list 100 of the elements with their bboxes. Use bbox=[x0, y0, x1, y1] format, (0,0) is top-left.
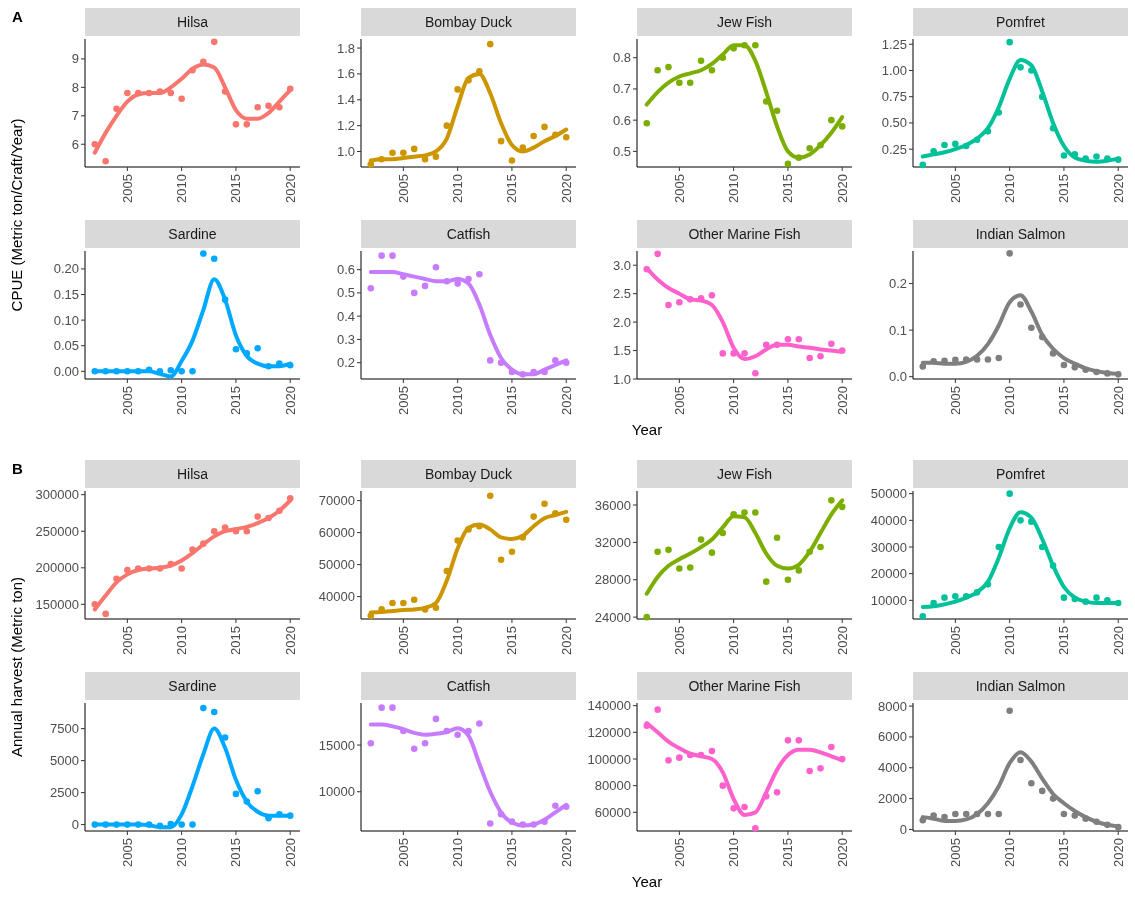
point bbox=[1093, 594, 1100, 601]
point bbox=[530, 513, 537, 520]
point bbox=[443, 122, 451, 129]
y-tick-label: 40000 bbox=[870, 512, 907, 528]
point bbox=[389, 252, 396, 259]
point bbox=[643, 613, 651, 621]
y-tick-label: 0.20 bbox=[53, 261, 79, 277]
point bbox=[1006, 707, 1013, 715]
point bbox=[552, 357, 559, 364]
point bbox=[410, 145, 418, 153]
point bbox=[432, 153, 440, 160]
x-tick-label: 2005 bbox=[947, 838, 963, 867]
y-tick-label: 40000 bbox=[318, 589, 355, 605]
point bbox=[1006, 250, 1013, 257]
point bbox=[508, 548, 516, 556]
y-tick-label: 0.0 bbox=[888, 369, 907, 385]
point bbox=[773, 107, 781, 115]
x-tick-label: 2015 bbox=[228, 626, 244, 655]
point bbox=[806, 767, 813, 775]
point bbox=[730, 805, 737, 812]
line-series bbox=[644, 721, 845, 817]
point bbox=[1071, 812, 1079, 819]
x-tick-label: 2010 bbox=[174, 626, 190, 655]
point bbox=[919, 161, 927, 169]
x-tick-label: 2020 bbox=[1110, 838, 1126, 867]
x-tick-label: 2010 bbox=[726, 386, 742, 415]
y-tick-label: 0.6 bbox=[612, 112, 631, 128]
y-tick-label: 0.50 bbox=[881, 115, 907, 131]
x-tick-label: 2005 bbox=[947, 386, 963, 415]
line-series bbox=[644, 498, 845, 596]
y-tick-label: 50000 bbox=[870, 486, 907, 502]
point bbox=[454, 86, 461, 93]
point bbox=[221, 734, 229, 741]
point bbox=[654, 548, 661, 556]
y-tick-label: 140000 bbox=[587, 698, 631, 714]
x-tick-label: 2015 bbox=[1056, 174, 1072, 203]
point bbox=[952, 810, 959, 818]
x-tick-label: 2005 bbox=[119, 838, 135, 867]
y-tick-label: 6 bbox=[71, 136, 79, 152]
point bbox=[530, 132, 537, 140]
point bbox=[1060, 810, 1068, 818]
x-tick-label: 2020 bbox=[558, 626, 574, 655]
point bbox=[476, 270, 483, 278]
y-tick-label: 1.2 bbox=[336, 118, 355, 134]
point bbox=[941, 141, 948, 149]
x-tick-label: 2015 bbox=[780, 386, 796, 415]
point bbox=[254, 103, 261, 111]
chart-title: Hilsa bbox=[176, 466, 209, 482]
x-tick-label: 2020 bbox=[282, 626, 298, 655]
point bbox=[265, 102, 272, 110]
point bbox=[817, 543, 824, 551]
point bbox=[752, 825, 759, 832]
point bbox=[806, 144, 813, 152]
chart-title: Jew Fish bbox=[716, 14, 773, 30]
point bbox=[941, 594, 948, 601]
y-tick-label: 2.5 bbox=[612, 286, 631, 302]
point bbox=[654, 66, 661, 74]
y-tick-label: 70000 bbox=[318, 493, 355, 509]
point bbox=[1060, 361, 1068, 369]
point bbox=[952, 140, 959, 148]
point bbox=[643, 119, 651, 127]
x-tick-label: 2015 bbox=[504, 174, 520, 203]
y-tick-label: 50000 bbox=[318, 557, 355, 573]
chart-title: Other Marine Fish bbox=[688, 678, 801, 694]
y-tick-label: 200000 bbox=[35, 560, 79, 576]
point bbox=[400, 599, 407, 607]
x-tick-label: 2010 bbox=[726, 838, 742, 867]
y-tick-label: 250000 bbox=[35, 523, 79, 539]
x-tick-label: 2020 bbox=[282, 838, 298, 867]
x-tick-label: 2020 bbox=[558, 386, 574, 415]
x-tick-label: 2010 bbox=[726, 626, 742, 655]
point bbox=[962, 810, 970, 818]
y-tick-label: 9 bbox=[71, 51, 79, 67]
line-series bbox=[644, 43, 845, 160]
point bbox=[741, 350, 748, 357]
point bbox=[497, 137, 505, 145]
point bbox=[762, 578, 770, 585]
y-tick-label: 7500 bbox=[50, 721, 79, 737]
y-tick-label: 2.0 bbox=[612, 314, 631, 330]
point bbox=[741, 803, 748, 811]
point bbox=[367, 739, 375, 747]
x-tick-label: 2020 bbox=[558, 838, 574, 867]
x-tick-label: 2015 bbox=[504, 838, 520, 867]
point bbox=[454, 731, 461, 739]
text: A bbox=[12, 8, 23, 25]
point bbox=[486, 40, 494, 48]
point bbox=[708, 292, 716, 299]
y-tick-label: 0.00 bbox=[53, 363, 79, 379]
y-tick-label: 24000 bbox=[594, 609, 631, 625]
chart-title: Indian Salmon bbox=[975, 678, 1066, 694]
point bbox=[665, 546, 672, 554]
point bbox=[708, 549, 716, 556]
point bbox=[1060, 152, 1068, 159]
point bbox=[421, 282, 429, 290]
x-tick-label: 2010 bbox=[1002, 386, 1018, 415]
point bbox=[243, 121, 251, 128]
y-tick-label: 0.4 bbox=[336, 308, 355, 324]
point bbox=[719, 350, 727, 357]
line-series bbox=[368, 269, 569, 377]
point bbox=[952, 593, 959, 600]
